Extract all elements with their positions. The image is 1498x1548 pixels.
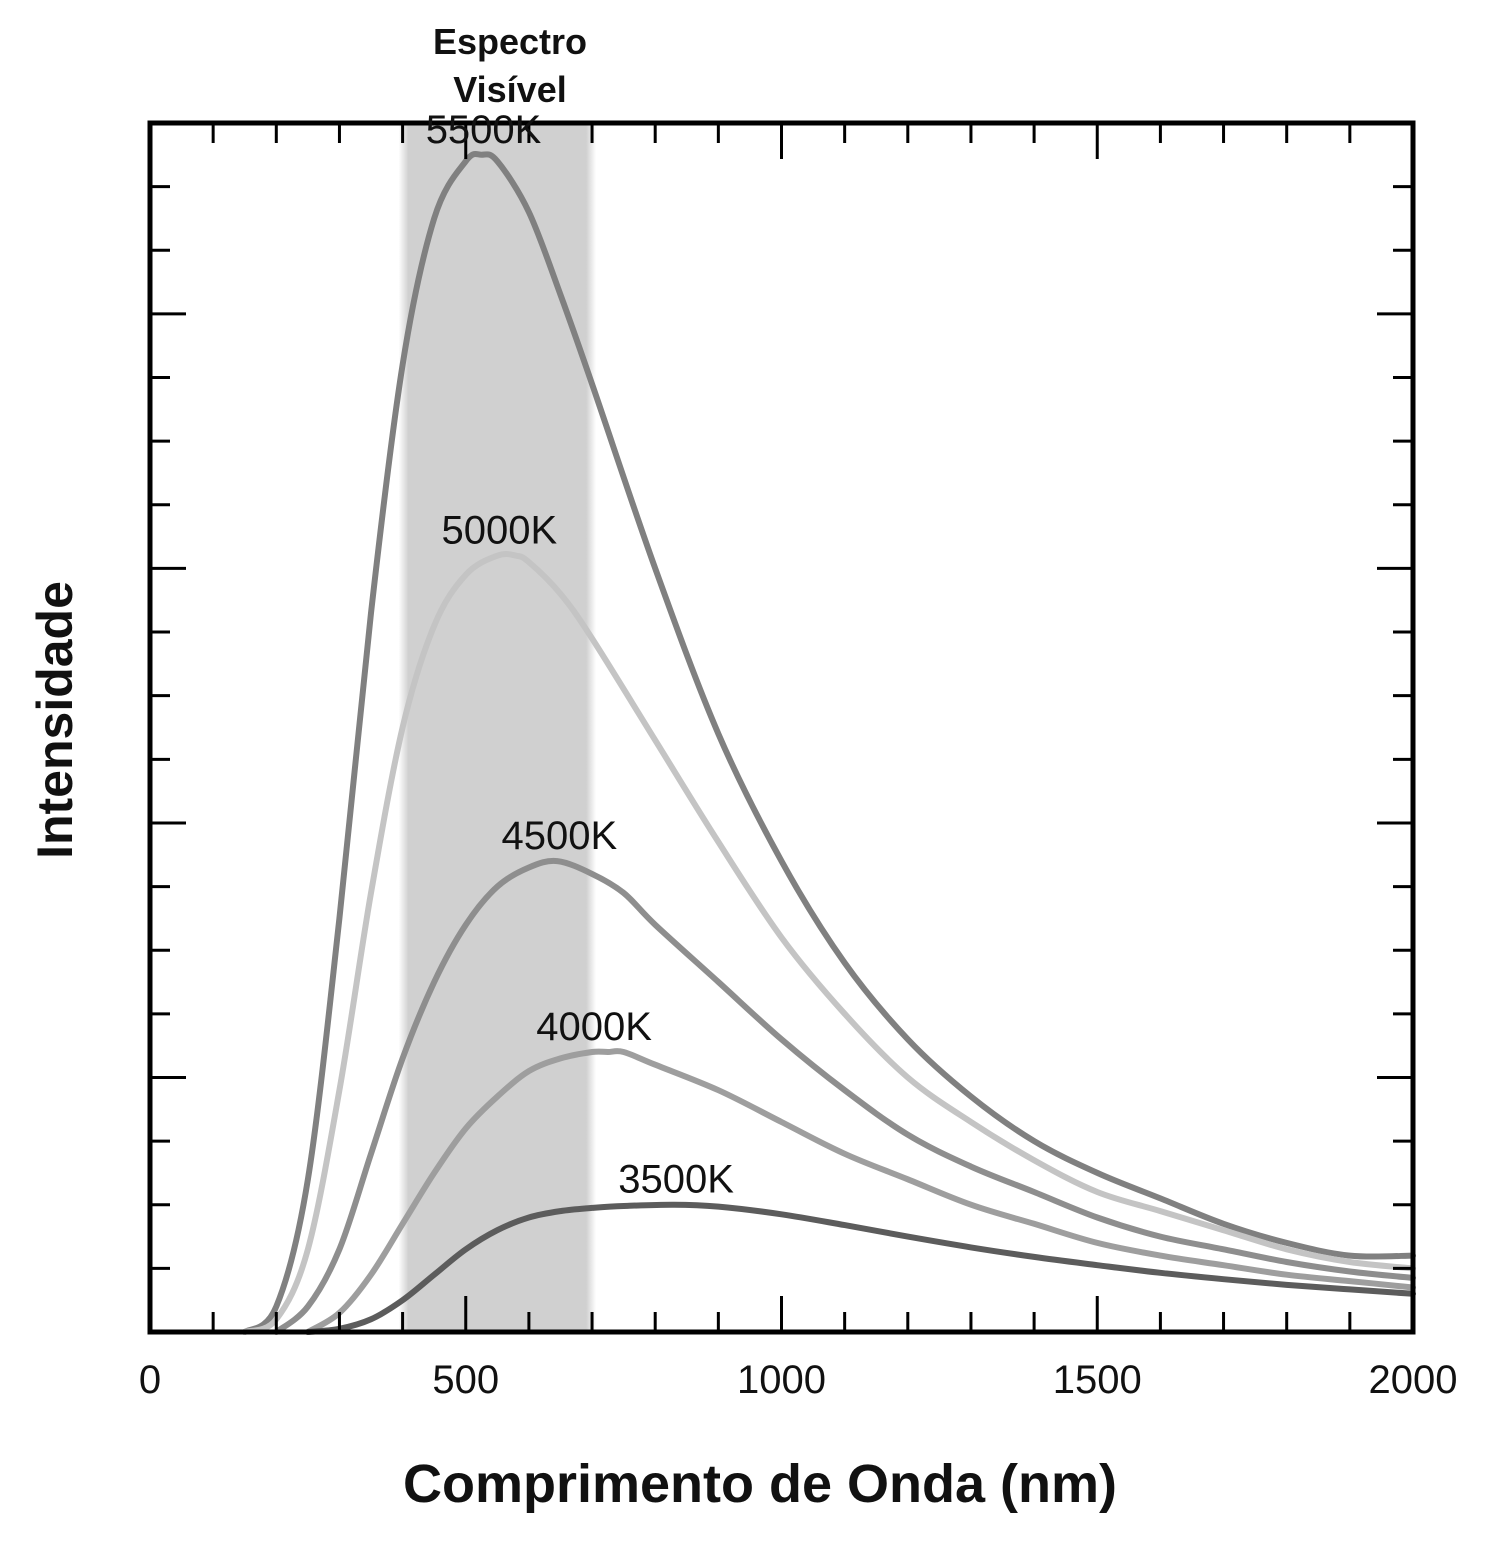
visible-spectrum-band [398, 123, 597, 1332]
band-label-line2: Visível [453, 69, 566, 110]
curve-4500K [273, 857, 1416, 1335]
labels-layer: Espectro Visível Comprimento de Onda (nm… [27, 21, 1117, 1514]
curve-5000K [241, 551, 1416, 1335]
curve-3500K [304, 1201, 1416, 1335]
visible-spectrum-layer [398, 123, 597, 1332]
x-axis-title: Comprimento de Onda (nm) [403, 1454, 1117, 1514]
curves-layer [241, 151, 1416, 1335]
axes-layer: 0 500 1000 1500 2000 [139, 120, 1458, 1402]
curve-4000K [304, 1048, 1416, 1335]
curve-label-5000K: 5000K [441, 509, 557, 553]
curve-5500K [241, 151, 1416, 1335]
curve-label-4000K: 4000K [536, 1005, 652, 1049]
curve-label-4500K: 4500K [501, 814, 617, 858]
x-tick-label: 1500 [1053, 1358, 1142, 1402]
x-tick-label: 0 [139, 1358, 161, 1402]
x-tick-label: 2000 [1369, 1358, 1458, 1402]
x-tick-label: 500 [432, 1358, 499, 1402]
x-tick-label: 1000 [737, 1358, 826, 1402]
y-axis-title: Intensidade [27, 581, 83, 859]
plot-frame [147, 120, 1416, 1335]
band-label-line1: Espectro [433, 21, 587, 62]
curve-label-3500K: 3500K [618, 1158, 734, 1202]
curve-label-5500K: 5500K [426, 108, 542, 152]
